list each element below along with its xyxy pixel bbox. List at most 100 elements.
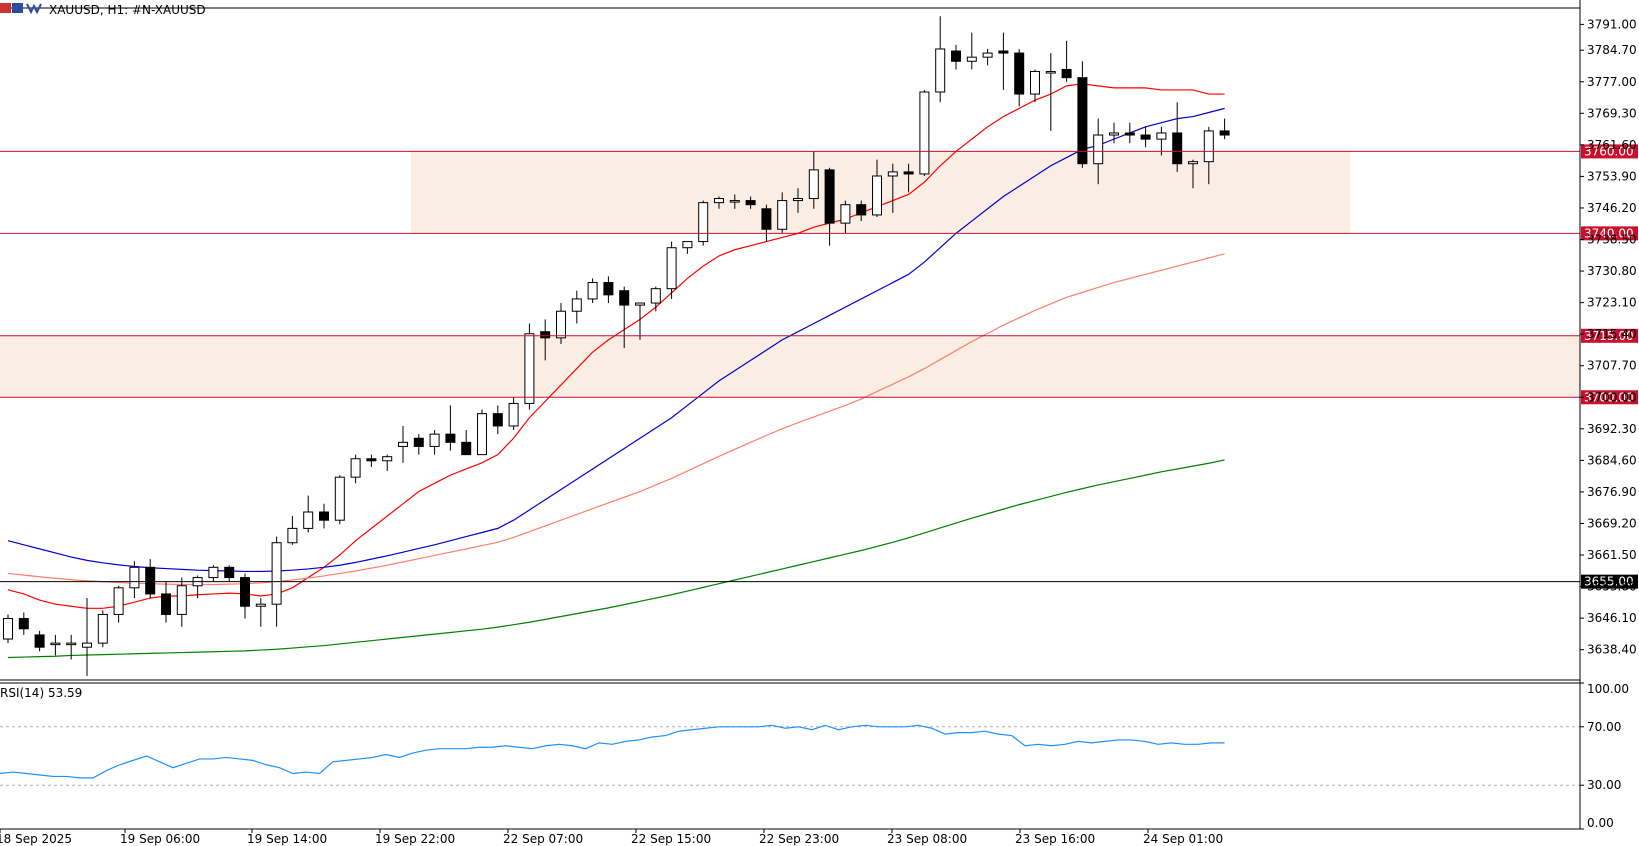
candle [1045,53,1056,131]
candle [903,163,914,193]
bull-candle-body [1109,132,1119,136]
bear-candle-body [1077,77,1088,165]
bull-candle-body [350,458,361,478]
rsi-axis: 100.00 70.00 30.00 0.00 [1580,682,1629,830]
y-tick-label: 3684.60 [1587,453,1637,467]
candle [398,425,408,463]
support-zones [0,151,1580,398]
bull-candle-body [429,433,440,447]
y-tick-label: 3638.40 [1587,643,1637,657]
ma-long-line [7,459,1225,659]
candle [1156,126,1167,156]
price-axis: 3791.00 3784.70 3777.00 3769.30 3761.60 3753.… [1580,17,1637,657]
candle [50,634,61,656]
candle [698,200,709,246]
candle [350,454,361,484]
bull-candle-body [82,642,92,648]
candle [1203,126,1214,185]
y-tick-label: 3646.10 [1587,611,1637,625]
candle [161,581,171,623]
y-tick-label: 3676.90 [1587,485,1637,499]
candle [1140,126,1151,148]
candle [66,634,77,660]
candle [508,397,519,431]
bull-candle-body [650,288,661,304]
level-tag-label: 3740.00 [1584,226,1634,240]
candle [856,200,867,222]
bear-candle-body [761,208,772,230]
candle [129,561,140,599]
bull-candle-body [129,566,140,589]
candle [540,319,551,361]
bull-candle-body [113,587,124,615]
candle [793,188,803,213]
bull-candle-body [524,333,535,404]
candle [445,405,456,451]
candle [240,573,250,619]
candle [571,290,582,324]
bull-candle-body [666,247,677,290]
bear-candle-body [903,171,914,175]
bull-candle-body [1030,71,1040,95]
x-tick-label: 18 Sep 2025 [0,832,72,846]
y-tick-label: 3653.80 [1587,580,1637,594]
bull-candle-body [571,298,582,312]
bull-candle-body [303,511,314,529]
candle [951,44,961,70]
bear-candle-body [224,566,235,579]
candle [524,323,535,410]
bull-candle-body [777,200,788,230]
candle [492,405,503,435]
candle [97,610,108,648]
candle [745,196,756,209]
bull-candle-body [887,171,898,177]
bear-candle-body [18,618,29,630]
y-tick-label: 3715.40 [1587,327,1637,341]
candle [982,48,993,66]
bull-candle-body [1045,71,1056,74]
y-tick-label: 3784.70 [1587,43,1637,57]
bull-candle-body [176,585,187,615]
rsi-line [0,724,1225,779]
candle [1172,102,1183,172]
level-tag [1581,144,1638,159]
bull-candle-body [398,441,408,447]
rsi-tick-label: 70.00 [1587,720,1621,734]
candle [255,598,266,627]
bull-candle-body [382,456,393,462]
candle [587,278,598,304]
x-tick-label: 24 Sep 01:00 [1143,832,1223,846]
candle [619,286,630,349]
bull-candle-body [1093,134,1104,165]
bull-candle-body [3,618,13,640]
candle [287,516,298,545]
bear-candle-body [161,593,171,615]
y-tick-label: 3707.70 [1587,359,1637,373]
bear-candle-body [824,169,835,224]
ma-fast-line [7,83,1225,609]
bull-candle-body [698,202,709,243]
bull-candle-body [840,204,851,224]
candle [1109,122,1119,144]
candle [935,16,946,103]
level-tag-label: 3715.00 [1584,329,1634,343]
time-axis: 18 Sep 2025 19 Sep 06:00 19 Sep 14:00 19 Se… [0,829,1223,846]
candle [1077,61,1088,168]
y-tick-label: 3692.30 [1587,422,1637,436]
candle [666,241,677,299]
bull-candle-body [66,642,77,646]
bear-candle-body [603,282,614,296]
level-tag-label: 3760.00 [1584,144,1634,158]
bear-candle-body [1124,132,1135,136]
bull-candle-body [477,413,487,456]
y-tick-label: 3730.80 [1587,264,1637,278]
price-levels[interactable]: 3760.00 3740.00 3715.00 3700.00 3655.00 [0,144,1638,589]
rsi-levels [0,726,1580,786]
bear-candle-body [34,634,45,648]
candle [334,475,345,525]
candle [18,612,29,635]
candle [477,409,487,456]
candle [34,630,45,652]
flag-icon [12,3,23,13]
